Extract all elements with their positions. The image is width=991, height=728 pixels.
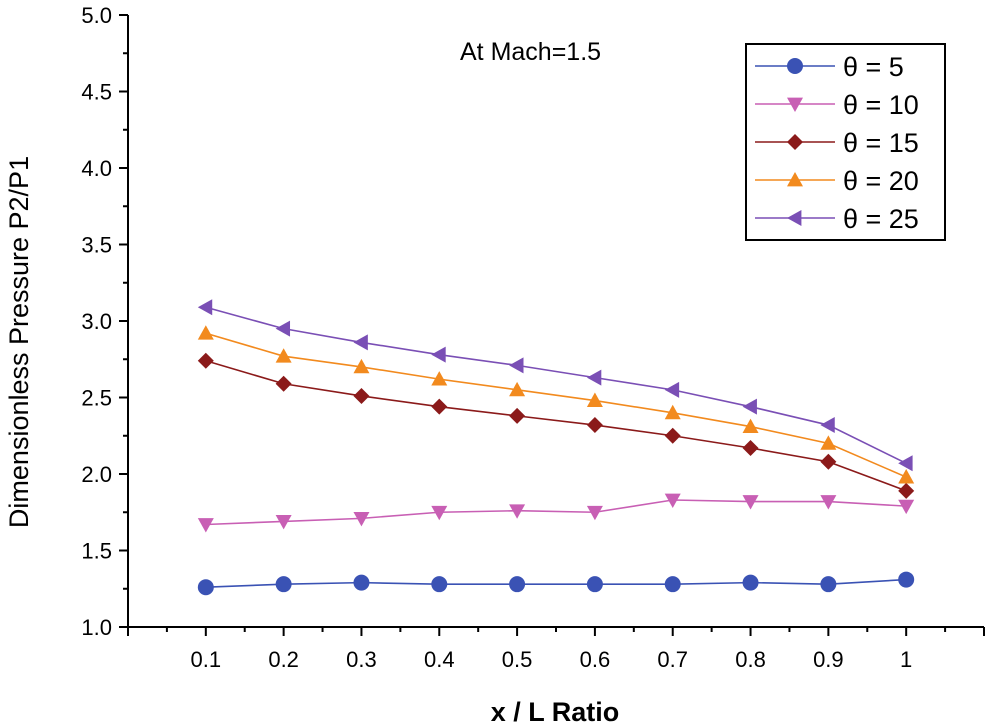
data-point: [664, 493, 681, 509]
x-tick-label: 0.5: [502, 647, 533, 672]
legend-label: θ = 20: [843, 166, 919, 196]
series-2: [197, 493, 915, 533]
series-line: [205, 332, 907, 478]
data-point: [664, 427, 681, 444]
x-tick-label: 0.6: [580, 647, 611, 672]
data-point: [820, 495, 837, 510]
legend: θ = 5 θ = 10 θ = 15 θ = 20 θ = 25: [745, 43, 946, 241]
x-tick-label: 0.2: [268, 647, 299, 672]
x-tick-label: 0.1: [191, 647, 222, 672]
legend-label: θ = 25: [843, 204, 919, 234]
data-point: [742, 495, 759, 510]
data-point: [586, 392, 603, 407]
data-point: [197, 325, 214, 340]
x-tick-label: 0.3: [346, 647, 377, 672]
data-point: [586, 369, 602, 386]
y-tick-label: 2.0: [81, 462, 112, 487]
legend-marker: [787, 97, 803, 112]
x-tick-label: 1: [900, 647, 912, 672]
data-point: [275, 348, 292, 363]
data-point: [431, 371, 448, 386]
data-point: [275, 515, 292, 530]
data-point: [664, 404, 681, 420]
data-point: [898, 455, 913, 472]
x-tick-label: 0.8: [735, 647, 766, 672]
data-point: [742, 418, 759, 433]
data-point: [431, 398, 448, 415]
data-point: [509, 504, 526, 519]
legend-label: θ = 10: [843, 90, 919, 120]
data-point: [353, 574, 370, 591]
data-point: [586, 417, 603, 434]
x-tick-label: 0.9: [813, 647, 844, 672]
y-tick-label: 4.5: [81, 80, 112, 105]
series-line: [205, 360, 907, 492]
series-3: [197, 352, 915, 499]
data-point: [431, 346, 446, 363]
data-point: [820, 453, 837, 470]
data-point: [820, 576, 837, 593]
data-point: [197, 352, 214, 369]
data-point: [197, 299, 213, 316]
data-point: [742, 439, 759, 456]
y-tick-label: 2.5: [81, 386, 112, 411]
y-tick-label: 3.5: [81, 233, 112, 258]
data-point: [509, 357, 524, 374]
data-point: [509, 576, 526, 593]
data-point: [820, 435, 837, 450]
axes: 1.0 1.5 2.0 2.5 3.0 3.5 4.0 4.5 5.0 0.1 0.2 0.3 0.4 0…: [81, 3, 985, 672]
x-tick-label: 0.4: [424, 647, 455, 672]
series-layer: [197, 299, 915, 596]
data-point: [898, 571, 915, 588]
x-tick-label: 0.7: [657, 647, 688, 672]
data-point: [742, 398, 757, 415]
legend-marker: [787, 172, 803, 187]
data-point: [509, 381, 526, 397]
series-1: [197, 571, 915, 596]
data-point: [820, 417, 835, 434]
data-point: [586, 576, 603, 593]
legend-marker: [787, 210, 802, 226]
legend-label: θ = 15: [843, 128, 919, 158]
y-axis-title: Dimensionless Pressure P2/P1: [4, 156, 34, 528]
data-point: [898, 469, 915, 484]
data-point: [509, 407, 526, 424]
data-point: [431, 505, 448, 521]
y-tick-label: 4.0: [81, 156, 112, 181]
x-axis-title: x / L Ratio: [491, 697, 620, 727]
data-point: [898, 482, 915, 499]
legend-marker: [787, 134, 803, 150]
data-point: [353, 334, 368, 351]
chart-annotation: At Mach=1.5: [460, 38, 601, 66]
data-point: [898, 499, 915, 515]
data-point: [275, 320, 291, 337]
series-line: [205, 578, 907, 589]
data-point: [586, 505, 603, 521]
series-line: [205, 499, 907, 526]
series-5: [197, 299, 913, 472]
y-tick-label: 1.5: [81, 539, 112, 564]
legend-label: θ = 5: [843, 52, 904, 82]
data-point: [353, 511, 370, 527]
legend-marker: [787, 58, 803, 74]
data-point: [197, 518, 214, 533]
series-line: [205, 306, 907, 465]
data-point: [664, 381, 680, 398]
y-tick-label: 3.0: [81, 309, 112, 334]
y-tick-label: 5.0: [81, 3, 112, 28]
data-point: [275, 576, 292, 593]
data-point: [431, 576, 448, 593]
data-point: [353, 387, 370, 404]
series-4: [197, 325, 915, 484]
y-tick-label: 1.0: [81, 615, 112, 640]
data-point: [664, 576, 681, 593]
data-point: [353, 358, 370, 374]
data-point: [742, 574, 759, 591]
data-point: [275, 375, 292, 392]
data-point: [197, 579, 214, 596]
